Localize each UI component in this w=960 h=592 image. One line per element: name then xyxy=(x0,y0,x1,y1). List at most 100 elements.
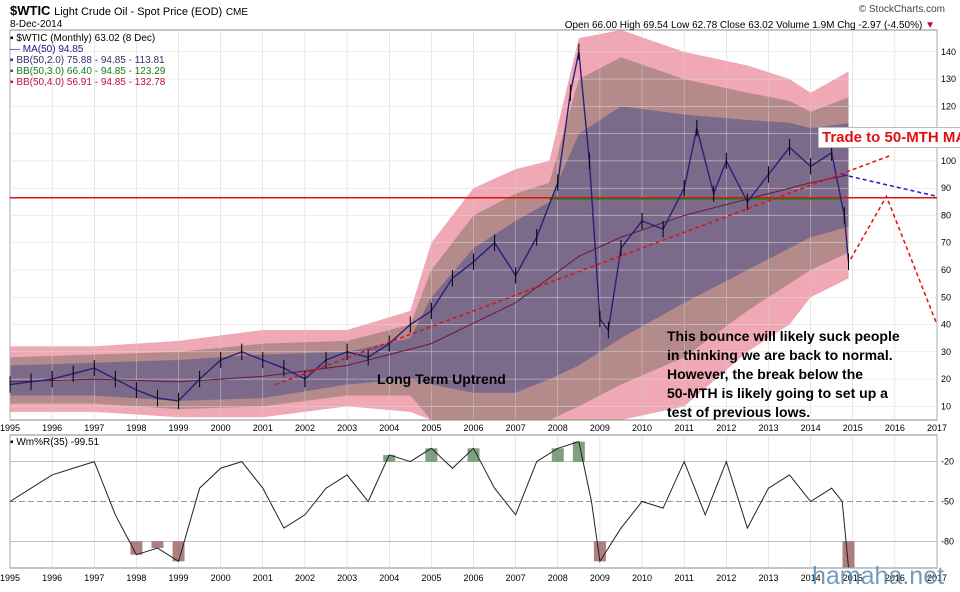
x-tick-label: 2003 xyxy=(337,423,357,433)
price-series xyxy=(9,43,850,410)
y-tick-label: 130 xyxy=(941,74,956,84)
ma-projection-line xyxy=(842,173,938,198)
x-tick-label: 2014 xyxy=(801,423,821,433)
x-tick-label: 2011 xyxy=(675,423,694,433)
price-line xyxy=(9,51,850,402)
legend: ▪ $WTIC (Monthly) 63.02 (8 Dec) — MA(50)… xyxy=(10,33,165,88)
wr-x-tick-label: 2017 xyxy=(927,573,947,583)
legend-ma: — MA(50) 94.85 xyxy=(10,44,84,55)
price-y-axis: 102030405060708090100110120130140 xyxy=(941,47,956,412)
exchange: CME xyxy=(225,7,249,18)
wr-oversold-fill xyxy=(151,541,164,549)
wr-x-tick-label: 2001 xyxy=(253,573,273,583)
y-tick-label: 90 xyxy=(941,183,951,193)
wr-x-tick-label: 2003 xyxy=(337,573,357,583)
wr-x-tick-label: 1999 xyxy=(169,573,189,583)
y-tick-label: 120 xyxy=(941,101,956,111)
wr-oversold-fill xyxy=(130,541,143,555)
y-tick-label: 30 xyxy=(941,347,951,357)
long-term-uptrend-line xyxy=(275,154,891,386)
wr-x-tick-label: 2006 xyxy=(463,573,483,583)
wr-x-tick-label: 2002 xyxy=(295,573,315,583)
wr-overbought-fill xyxy=(383,454,396,462)
wr-y-tick-label: -80 xyxy=(941,536,954,546)
wr-x-tick-label: 2010 xyxy=(632,573,652,583)
chart-title: $WTIC Light Crude Oil - Spot Price (EOD)… xyxy=(10,3,248,18)
wr-x-tick-label: 2016 xyxy=(885,573,905,583)
instrument-name: Light Crude Oil - Spot Price (EOD) xyxy=(54,6,223,18)
x-tick-label: 2017 xyxy=(927,423,947,433)
wr-y-tick-label: -50 xyxy=(941,497,954,507)
uptrend-label: Long Term Uptrend xyxy=(377,371,506,387)
trade-box: Trade to 50-MTH MA xyxy=(818,127,960,148)
price-x-axis: 1995 1996 1997 1998 1999 2000 2001 2002 2003 2004… xyxy=(0,423,947,433)
wr-x-tick-label: 2004 xyxy=(379,573,399,583)
trend-lines xyxy=(275,154,938,386)
x-tick-label: 2004 xyxy=(379,423,399,433)
y-tick-label: 100 xyxy=(941,156,956,166)
legend-bb4: ▪ BB(50,4.0) 56.91 - 94.85 - 132.78 xyxy=(10,77,166,88)
wr-overbought-fill xyxy=(425,448,438,462)
y-tick-label: 40 xyxy=(941,320,951,330)
wr-x-tick-label: 2009 xyxy=(590,573,610,583)
x-tick-label: 2010 xyxy=(632,423,652,433)
wr-x-tick-label: 2007 xyxy=(506,573,526,583)
price-grid xyxy=(9,29,938,421)
wr-x-tick-label: 2005 xyxy=(421,573,441,583)
x-tick-label: 1999 xyxy=(169,423,189,433)
wr-x-tick-label: 2013 xyxy=(758,573,778,583)
wr-x-tick-label: 2008 xyxy=(548,573,568,583)
support-line xyxy=(10,196,937,200)
x-tick-label: 2005 xyxy=(421,423,441,433)
wr-x-tick-label: 2011 xyxy=(675,573,694,583)
wr-x-tick-label: 1998 xyxy=(126,573,146,583)
y-tick-label: 60 xyxy=(941,265,951,275)
williams-r-panel: 1995 1996 1997 1998 1999 2000 2001 2002 2003 2004… xyxy=(0,434,954,583)
y-tick-label: 80 xyxy=(941,210,951,220)
wr-y-tick-label: -20 xyxy=(941,457,954,467)
wr-x-tick-label: 2014 xyxy=(801,573,821,583)
legend-price: ▪ $WTIC (Monthly) 63.02 (8 Dec) xyxy=(10,33,156,44)
y-tick-label: 50 xyxy=(941,292,951,302)
x-tick-label: 2013 xyxy=(758,423,778,433)
x-tick-label: 1996 xyxy=(42,423,62,433)
chart-date: 8-Dec-2014 xyxy=(10,19,63,30)
bollinger-bands xyxy=(10,30,849,420)
copyright: © StockCharts.com xyxy=(858,4,945,15)
projected-path-line xyxy=(849,194,938,325)
x-tick-label: 1998 xyxy=(126,423,146,433)
x-tick-label: 2016 xyxy=(885,423,905,433)
y-tick-label: 10 xyxy=(941,401,951,411)
y-tick-label: 70 xyxy=(941,238,951,248)
ohlc-readout: Open 66.00 High 69.54 Low 62.78 Close 63… xyxy=(564,20,935,31)
x-tick-label: 2008 xyxy=(548,423,568,433)
legend-bb2: ▪ BB(50,2.0) 75.88 - 94.85 - 113.81 xyxy=(10,55,165,66)
wr-overbought-fill xyxy=(467,448,480,462)
watermark: hamaha.net xyxy=(812,562,945,590)
wr-overbought-fill xyxy=(551,448,564,462)
y-tick-label: 20 xyxy=(941,374,951,384)
y-tick-label: 140 xyxy=(941,47,956,57)
x-tick-label: 2015 xyxy=(843,423,863,433)
x-tick-label: 2009 xyxy=(590,423,610,433)
wr-overbought-fill xyxy=(572,441,585,462)
x-tick-label: 2007 xyxy=(506,423,526,433)
wr-x-tick-label: 2012 xyxy=(716,573,736,583)
wr-x-tick-label: 1995 xyxy=(0,573,20,583)
wr-oversold-fill xyxy=(842,541,855,568)
legend-bb3: ▪ BB(50,3.0) 66.40 - 94.85 - 123.29 xyxy=(10,66,166,77)
x-tick-label: 2001 xyxy=(253,423,273,433)
wr-x-tick-label: 2015 xyxy=(843,573,863,583)
x-tick-label: 2012 xyxy=(716,423,736,433)
note-text: This bounce will likely suck people in t… xyxy=(667,328,900,420)
wr-line xyxy=(9,441,850,568)
x-tick-label: 2002 xyxy=(295,423,315,433)
wr-oversold-fill xyxy=(172,541,185,562)
bb2-band xyxy=(10,106,849,401)
wr-x-tick-label: 1997 xyxy=(84,573,104,583)
x-tick-label: 2000 xyxy=(211,423,231,433)
wr-x-tick-label: 2000 xyxy=(211,573,231,583)
wr-x-tick-label: 1996 xyxy=(42,573,62,583)
x-tick-label: 1997 xyxy=(84,423,104,433)
wr-legend: ▪ Wm%R(35) -99.51 xyxy=(10,437,100,448)
